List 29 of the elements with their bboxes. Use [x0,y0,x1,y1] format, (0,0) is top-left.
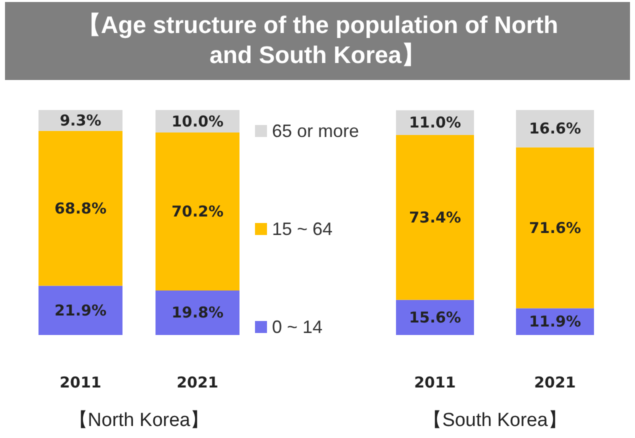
data-label: 19.8% [171,304,224,322]
bar [156,290,240,335]
x-axis-title: 【North Korea】 [68,410,210,431]
data-label: 71.6% [528,218,582,237]
data-label: 11.0% [408,114,462,132]
bar [396,134,474,300]
data-label: 68.8% [54,199,107,218]
legend-label: 65 or more [272,121,360,141]
bar [38,286,122,335]
legend-label: 15 ~ 64 [272,219,333,239]
legend-label: 0 ~ 14 [272,317,323,337]
bar [516,110,594,148]
bar [516,147,594,308]
bar [156,132,240,290]
data-label: 21.9% [54,301,107,320]
data-label: 9.3% [60,111,102,130]
x-tick-label: 2011 [414,374,456,392]
bar [38,130,122,286]
data-label: 70.2% [171,202,224,220]
data-label: 16.6% [528,120,582,138]
x-tick-label: 2021 [534,374,576,392]
x-axis-title: 【South Korea】 [423,410,567,431]
data-label: 11.9% [528,312,582,331]
data-label: 73.4% [408,208,462,226]
data-label: 10.0% [171,112,224,130]
x-tick-label: 2011 [60,374,102,392]
text: 【Age structure of the population of North and South Korea】 [5,2,630,80]
data-label: 15.6% [408,308,462,326]
x-tick-label: 2021 [176,374,218,392]
